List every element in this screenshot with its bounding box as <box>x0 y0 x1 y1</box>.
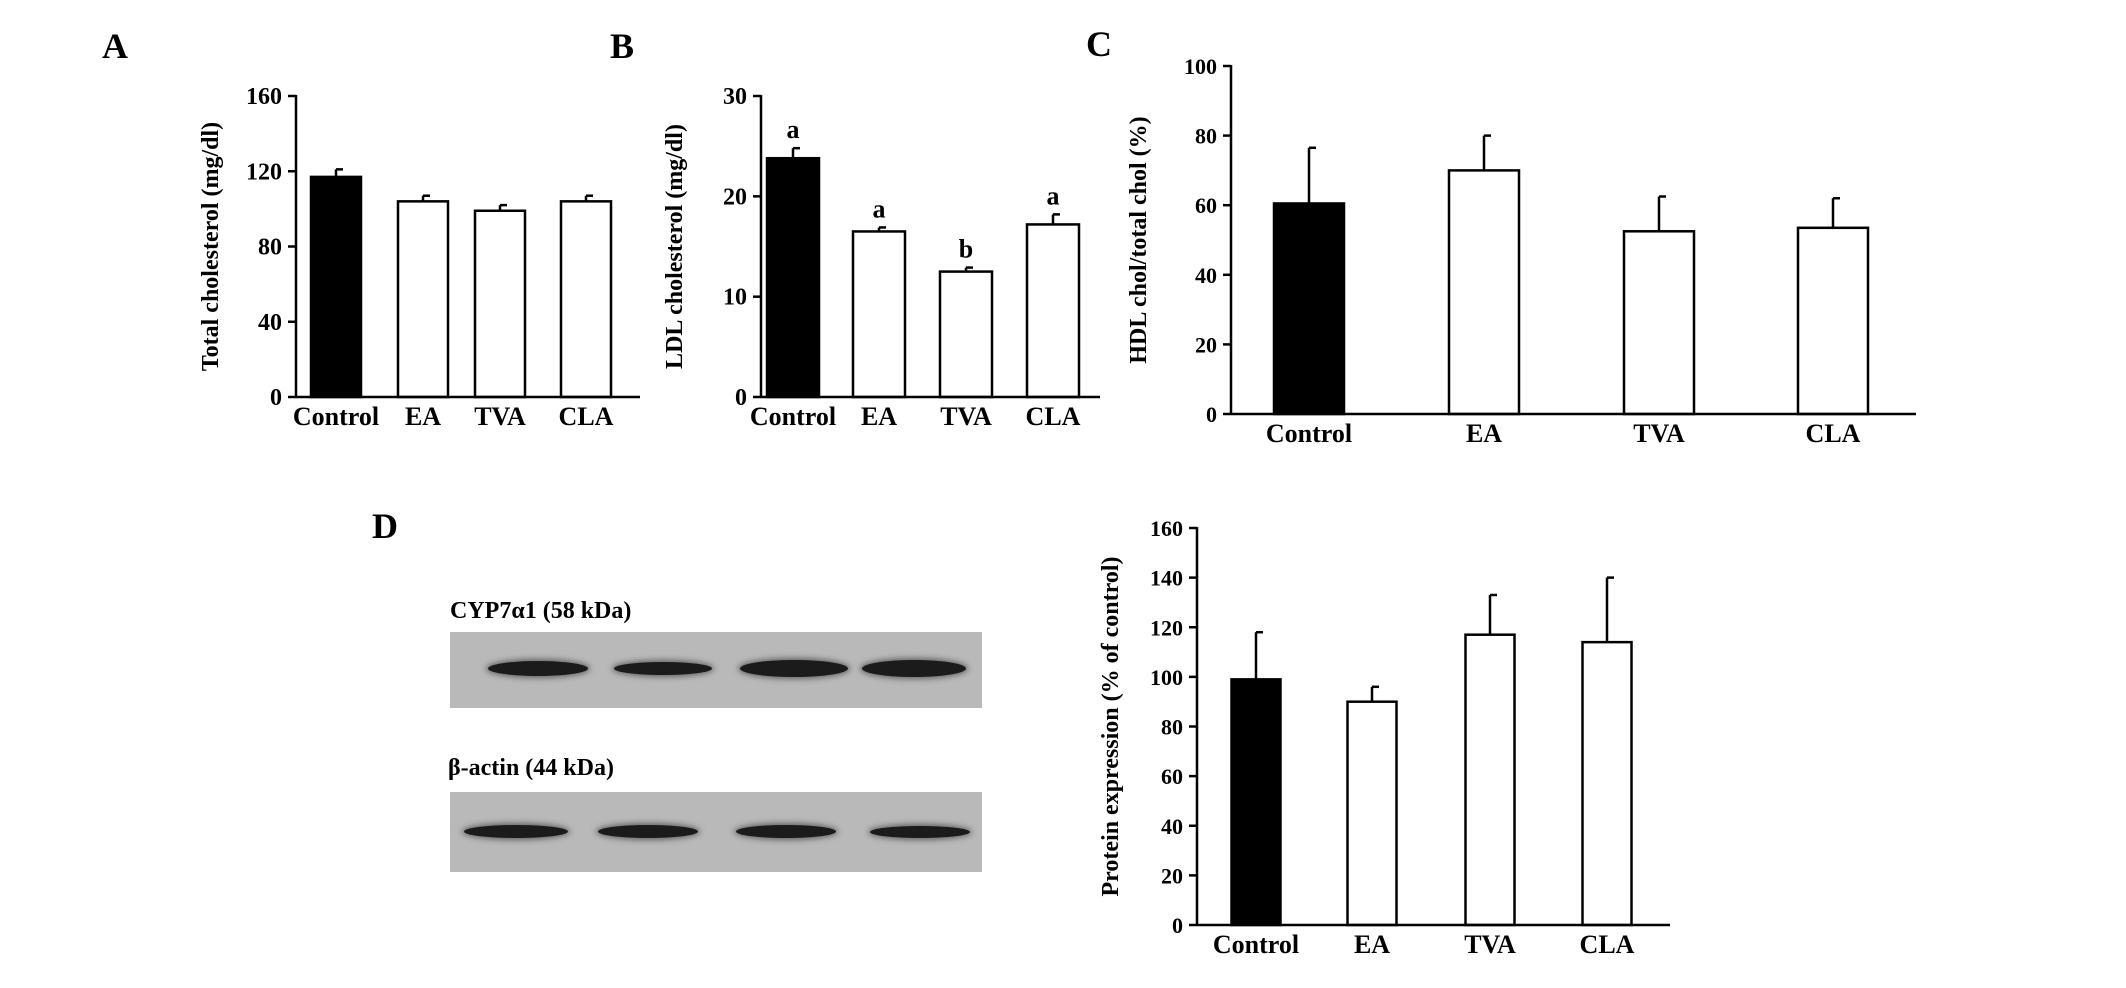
bar-cla <box>1025 223 1081 399</box>
bar-tva <box>1622 230 1696 416</box>
category-label-cla: CLA <box>559 402 614 431</box>
y-tick-label: 40 <box>258 310 282 336</box>
y-tick-label: 100 <box>1184 54 1217 79</box>
category-label-control: Control <box>1213 930 1299 959</box>
y-tick-label: 120 <box>1150 615 1183 640</box>
y-tick-label: 0 <box>735 385 747 411</box>
cyp7a1-blot <box>450 632 982 708</box>
cyp7a1-band-ea <box>614 662 712 675</box>
y-axis-label: Total cholesterol (mg/dl) <box>198 122 224 371</box>
bar-cla <box>1581 640 1633 927</box>
actin-band-ea <box>598 825 698 838</box>
beta-actin-label: β-actin (44 kDa) <box>448 755 614 781</box>
category-label-ea: EA <box>405 402 441 431</box>
panel-label-b: B <box>610 26 634 66</box>
actin-band-control <box>464 825 568 838</box>
y-tick-label: 100 <box>1150 665 1183 690</box>
category-label-tva: TVA <box>1464 930 1516 959</box>
category-label-ea: EA <box>861 402 897 431</box>
category-label-control: Control <box>293 402 379 431</box>
cyp7a1-band-tva <box>740 660 848 677</box>
y-axis-label: HDL chol/total chol (%) <box>1126 116 1152 363</box>
panel-label-d: D <box>372 506 398 546</box>
cyp7a1-label: CYP7α1 (58 kDa) <box>450 598 632 624</box>
category-label-tva: TVA <box>940 402 992 431</box>
bar-cla <box>559 200 613 399</box>
bar-tva <box>938 270 994 399</box>
bar-ea <box>396 200 450 399</box>
category-label-cla: CLA <box>1580 930 1635 959</box>
y-tick-label: 160 <box>1150 516 1183 541</box>
beta-actin-blot <box>450 792 982 872</box>
y-tick-label: 60 <box>1161 764 1183 789</box>
bar-ea <box>851 230 907 399</box>
panel-label-a: A <box>102 26 128 66</box>
cyp7a1-band-control <box>488 661 588 676</box>
y-tick-label: 20 <box>1161 863 1183 888</box>
y-tick-label: 20 <box>723 184 747 210</box>
bar-ea <box>1346 700 1398 927</box>
actin-band-cla <box>870 826 970 838</box>
y-axis-label: Protein expression (% of control) <box>1098 557 1124 897</box>
y-tick-label: 60 <box>1195 193 1217 218</box>
category-label-ea: EA <box>1354 930 1390 959</box>
cyp7a1-band-cla <box>862 660 966 677</box>
bar-ea <box>1447 169 1521 416</box>
y-tick-label: 80 <box>1161 715 1183 740</box>
y-tick-label: 20 <box>1195 332 1217 357</box>
y-tick-label: 40 <box>1161 814 1183 839</box>
actin-band-tva <box>736 825 836 838</box>
y-tick-label: 0 <box>270 385 282 411</box>
significance-label-ea: a <box>873 194 886 223</box>
y-tick-label: 160 <box>246 84 282 110</box>
category-label-cla: CLA <box>1806 419 1861 448</box>
significance-label-tva: b <box>959 235 973 264</box>
category-label-cla: CLA <box>1026 402 1081 431</box>
bar-control <box>1230 678 1282 927</box>
category-label-tva: TVA <box>1633 419 1685 448</box>
y-tick-label: 10 <box>723 285 747 311</box>
y-tick-label: 80 <box>1195 124 1217 149</box>
category-label-control: Control <box>1266 419 1352 448</box>
bar-tva <box>1464 633 1516 927</box>
category-label-ea: EA <box>1466 419 1502 448</box>
significance-label-control: a <box>787 115 800 144</box>
y-tick-label: 40 <box>1195 263 1217 288</box>
y-tick-label: 30 <box>723 84 747 110</box>
y-axis-label: LDL cholesterol (mg/dl) <box>662 124 688 369</box>
y-tick-label: 80 <box>258 235 282 261</box>
category-label-control: Control <box>750 402 836 431</box>
significance-label-cla: a <box>1047 181 1060 210</box>
y-tick-label: 120 <box>246 159 282 185</box>
y-tick-label: 0 <box>1172 913 1183 938</box>
y-tick-label: 0 <box>1206 402 1217 427</box>
panel-label-c: C <box>1086 24 1112 64</box>
category-label-tva: TVA <box>474 402 526 431</box>
bar-control <box>309 175 363 399</box>
y-tick-label: 140 <box>1150 566 1183 591</box>
